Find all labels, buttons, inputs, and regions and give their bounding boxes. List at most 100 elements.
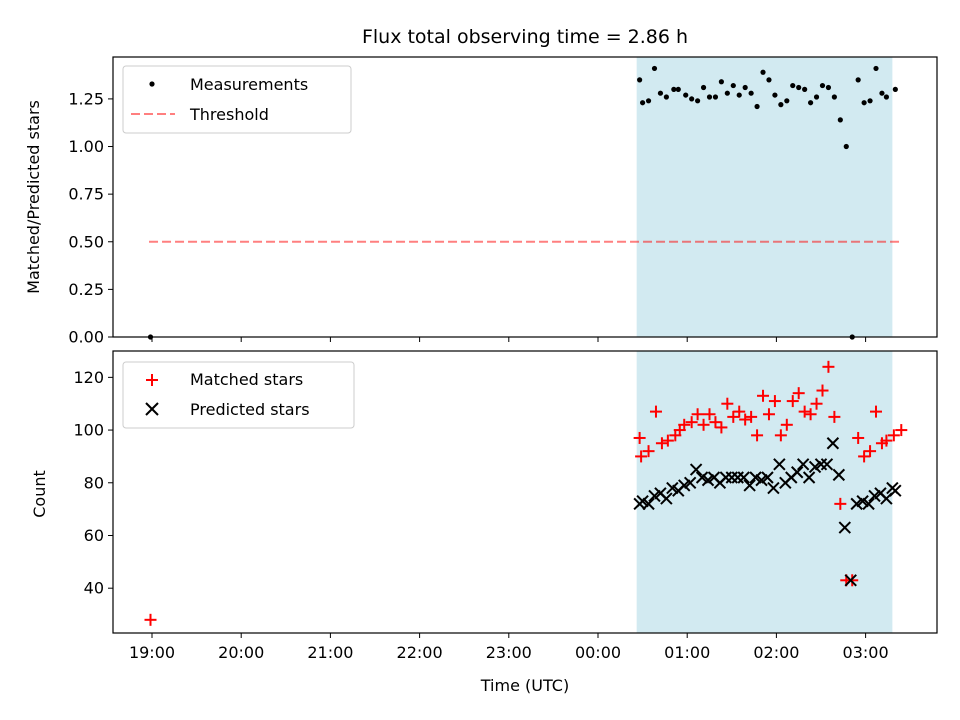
measurement-point (695, 98, 701, 104)
matched-star-point (816, 384, 829, 397)
predicted-star-point (889, 484, 902, 497)
predicted-star-point (832, 468, 846, 482)
observing-window-shade (636, 57, 893, 337)
ratio-x-ticks (151, 337, 867, 342)
matched-star-point (774, 429, 787, 442)
measurement-point (796, 84, 802, 91)
predicted-star-point (743, 479, 756, 492)
predicted-star-point (683, 476, 697, 489)
x-tick-label: 23:00 (486, 643, 532, 662)
ratio-panel: 0.00 0.25 0.50 0.75 1.00 1.25 Matched/Predict… (24, 56, 938, 347)
measurement-point (807, 100, 814, 106)
matched-star-point (733, 405, 746, 418)
matched-star-point (678, 418, 691, 431)
measurement-point (754, 103, 760, 110)
predicted-star-point (689, 463, 703, 476)
x-tick-label: 01:00 (664, 643, 710, 662)
matched-star-point (768, 395, 781, 408)
predicted-star-point (642, 497, 655, 511)
matched-star-point (715, 421, 728, 434)
ratio-panel-frame (112, 56, 938, 338)
measurement-point (879, 90, 885, 96)
ratio-y-tick-label: 0.00 (68, 328, 104, 347)
count-x-ticks: 19:00 20:00 21:00 22:00 23:00 00:00 01:00 02:00… (129, 633, 889, 662)
measurement-point (843, 143, 849, 150)
measurement-point (766, 77, 772, 83)
predicted-star-point (737, 471, 750, 484)
matched-star-point (804, 408, 817, 421)
x-tick-label: 21:00 (307, 643, 353, 662)
predicted-star-point (802, 471, 816, 484)
x-tick-label: 00:00 (575, 643, 621, 662)
count-y-tick-label: 120 (73, 368, 104, 387)
legend-matched-marker (146, 374, 158, 386)
ratio-y-ticks: 0.00 0.25 0.50 0.75 1.00 1.25 (68, 89, 113, 347)
measurement-point (861, 100, 867, 106)
measurement-point (748, 90, 754, 96)
matched-star-point (822, 360, 835, 373)
legend-matched-label: Matched stars (190, 370, 303, 389)
measurement-point (760, 69, 766, 75)
ratio-legend: Measurements Threshold (122, 65, 352, 134)
x-axis-label: Time (UTC) (480, 676, 569, 695)
count-panel: 40 60 80 100 120 19:00 20:00 21:00 22:00 23:00 00… (30, 350, 938, 695)
matched-star-point (887, 429, 900, 442)
matched-stars-points (144, 360, 908, 626)
matched-star-point (828, 410, 841, 423)
matched-star-point (709, 416, 722, 429)
measurement-point (837, 117, 843, 123)
predicted-star-point (844, 574, 857, 587)
matched-star-point (780, 418, 793, 431)
matched-star-point (852, 431, 865, 444)
measurement-point (706, 94, 713, 100)
measurement-point (831, 94, 837, 100)
count-legend: Matched stars Predicted stars (122, 361, 355, 429)
matched-star-point (703, 408, 716, 421)
matched-star-point (685, 416, 698, 429)
measurement-point (867, 98, 873, 104)
measurement-point (645, 98, 652, 104)
count-y-axis-label: Count (30, 470, 49, 518)
predicted-star-point (838, 521, 851, 534)
matched-star-point (846, 574, 859, 587)
matched-star-point (635, 450, 648, 463)
matched-star-point (661, 434, 674, 447)
ratio-y-axis-label: Matched/Predicted stars (24, 100, 43, 294)
chart-title: Flux total observing time = 2.86 h (362, 26, 688, 48)
measurement-point (873, 65, 879, 72)
measurement-point (663, 94, 669, 100)
measurement-point (855, 77, 861, 83)
matched-star-point (697, 418, 710, 431)
measurement-point (883, 94, 890, 100)
matched-star-point (858, 450, 871, 463)
predicted-star-point (660, 492, 673, 505)
matched-star-point (649, 405, 662, 418)
matched-star-point (739, 413, 752, 426)
measurement-point (819, 82, 826, 89)
matched-star-point (751, 429, 764, 442)
matched-star-point (633, 431, 646, 444)
matched-star-point (810, 397, 823, 410)
measurements-points (147, 65, 898, 340)
measurement-point (671, 86, 677, 92)
measurement-point (700, 84, 707, 91)
predicted-star-point (820, 458, 834, 471)
measurement-point (637, 77, 643, 83)
ratio-y-tick-label: 0.75 (68, 185, 104, 204)
matched-star-point (798, 405, 811, 418)
matched-star-point (880, 434, 893, 447)
measurement-point (712, 94, 719, 100)
count-y-ticks: 40 60 80 100 120 (73, 368, 113, 598)
matched-star-point (762, 408, 775, 421)
legend-predicted-label: Predicted stars (190, 400, 310, 419)
ratio-y-tick-label: 0.25 (68, 280, 104, 299)
matched-star-point (870, 405, 883, 418)
legend-threshold-label: Threshold (189, 105, 269, 124)
measurement-point (640, 100, 646, 106)
matched-star-point (691, 408, 704, 421)
predicted-star-point (773, 458, 786, 471)
matched-star-point (642, 445, 655, 458)
matched-star-point (727, 410, 740, 423)
measurement-point (813, 94, 820, 100)
